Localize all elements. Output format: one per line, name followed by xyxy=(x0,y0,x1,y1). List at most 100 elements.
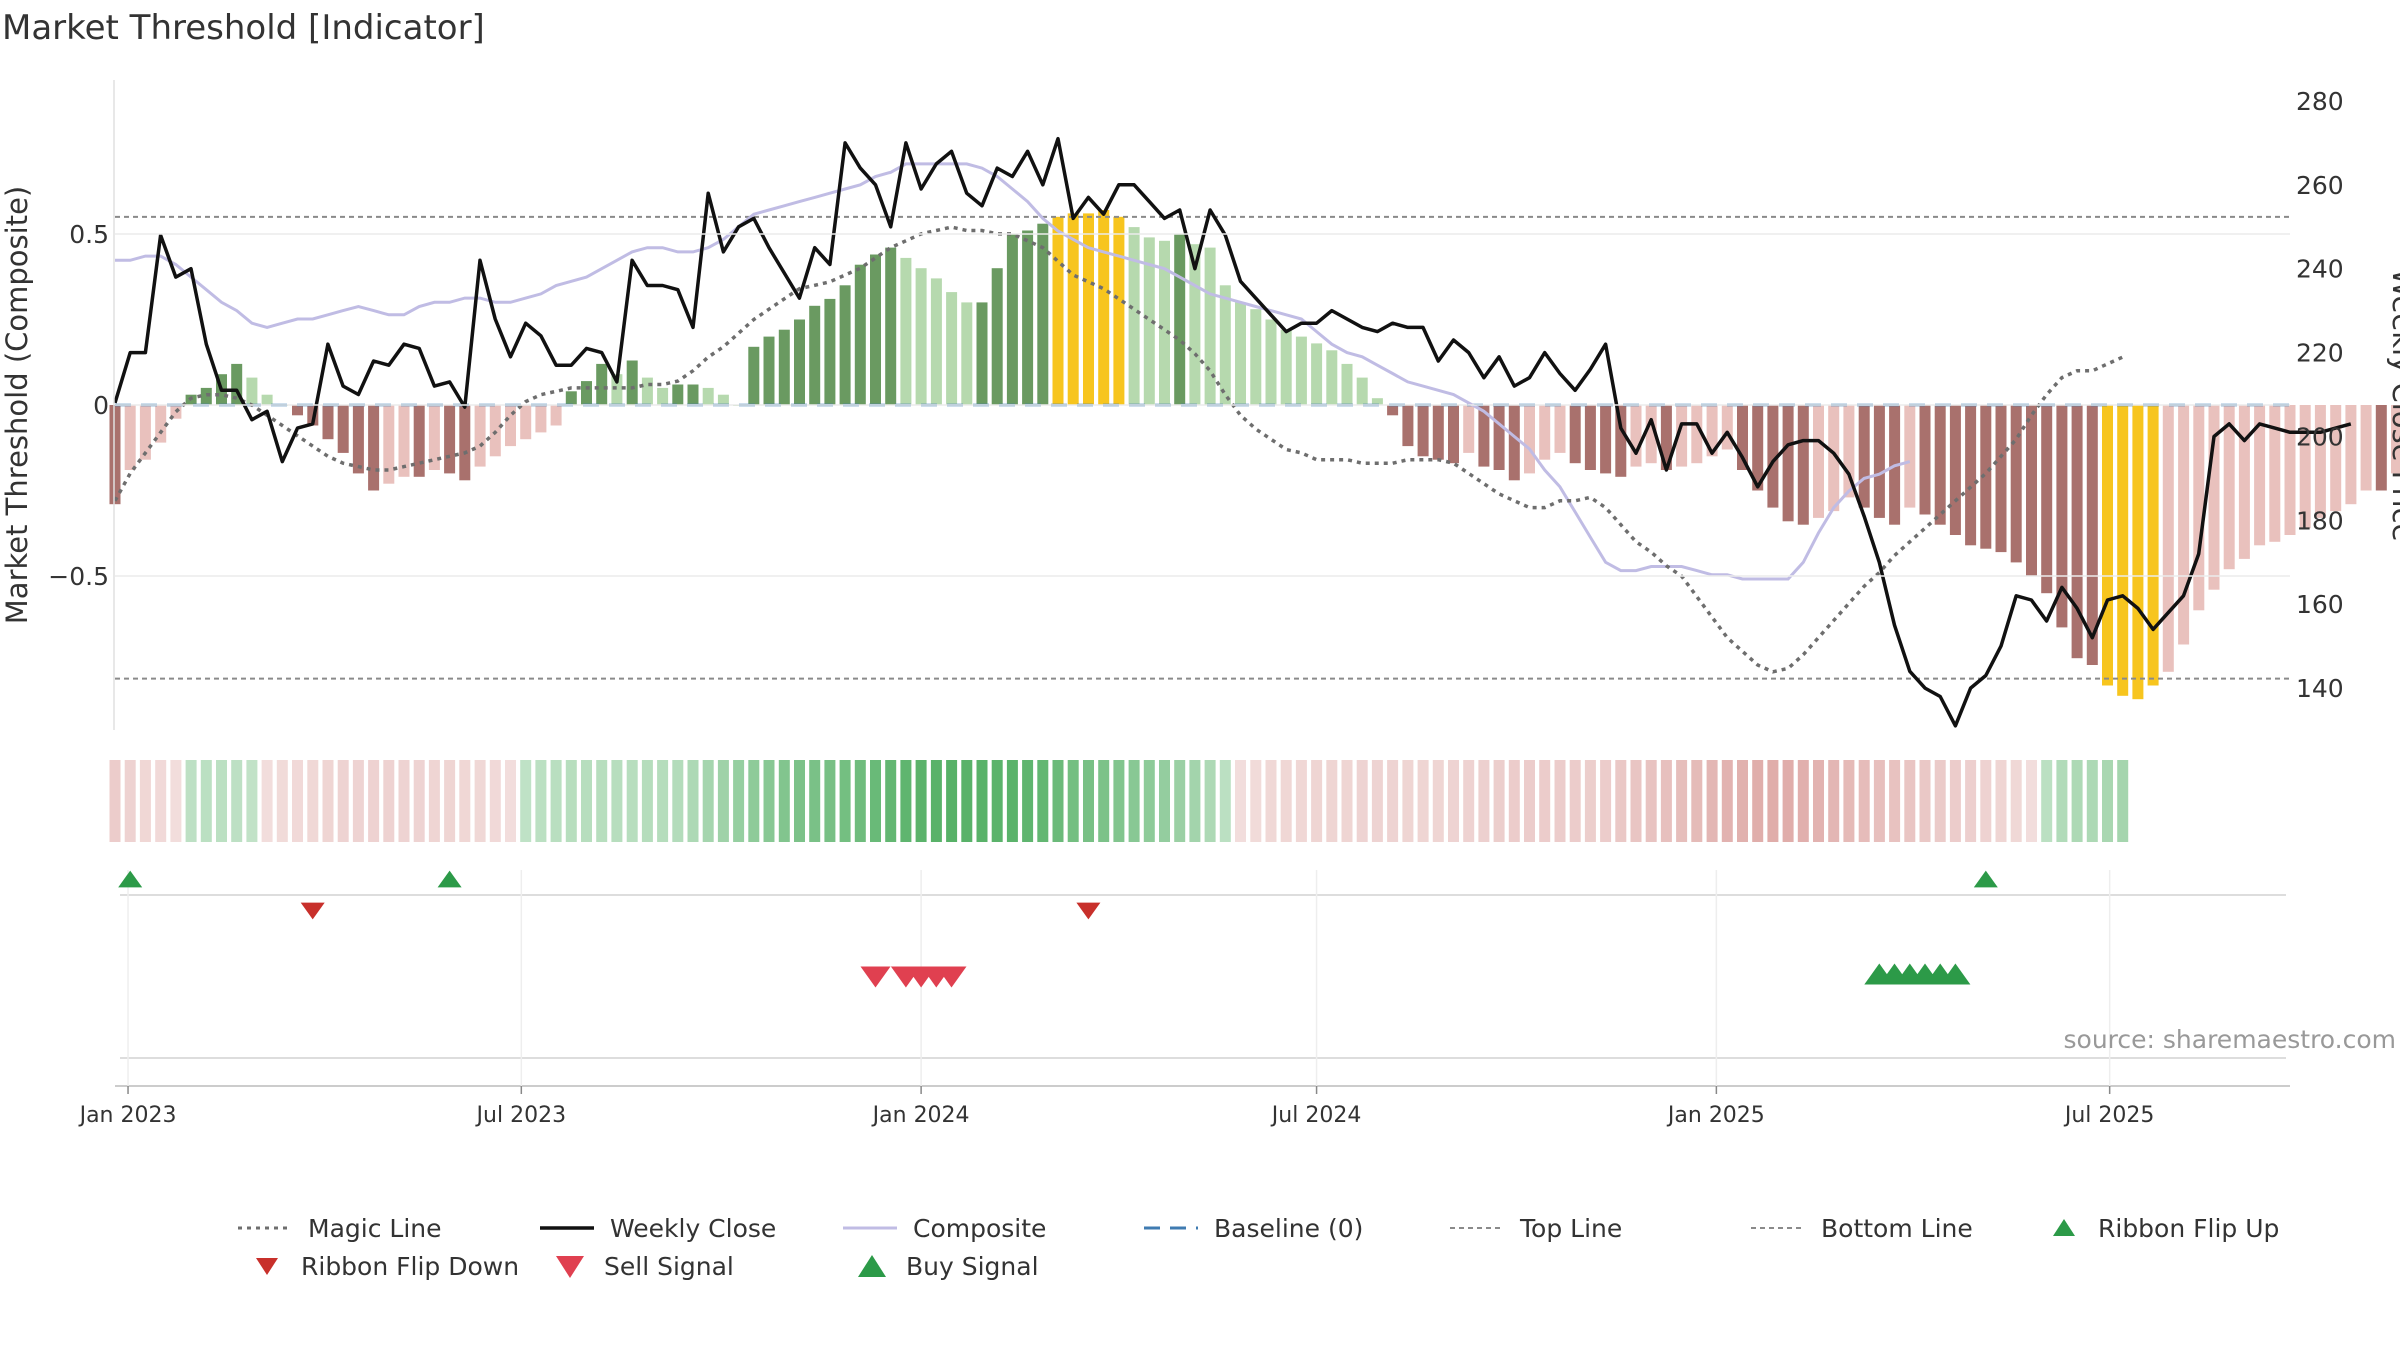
legend-composite: Composite xyxy=(835,1210,1046,1246)
legend-sell-signal-label: Sell Signal xyxy=(604,1251,734,1281)
histogram-bar xyxy=(1965,405,1977,546)
histogram-bar xyxy=(1387,405,1399,416)
ribbon-cell xyxy=(2117,760,2129,842)
ribbon-cell xyxy=(778,760,790,842)
ribbon-cell xyxy=(2102,760,2113,842)
histogram-bar xyxy=(1539,405,1551,460)
histogram-bar xyxy=(1265,319,1277,405)
histogram-bar xyxy=(748,346,760,405)
histogram-bar xyxy=(839,285,851,405)
ribbon-cell xyxy=(702,760,714,842)
ribbon-cell xyxy=(216,760,227,842)
histogram-bar xyxy=(1159,240,1170,405)
ribbon-strip xyxy=(109,760,2129,842)
histogram-bar xyxy=(885,247,897,405)
ribbon-cell xyxy=(1143,760,1155,842)
ribbon-cell xyxy=(1797,760,1809,842)
right-tick-label: 160 xyxy=(2296,590,2344,619)
ribbon-cell xyxy=(626,760,638,842)
histogram-bar xyxy=(687,384,699,405)
histogram-bar xyxy=(1493,405,1505,470)
histogram-bar xyxy=(139,405,151,460)
ribbon-cell xyxy=(839,760,851,842)
ribbon-cell xyxy=(1174,760,1186,842)
histogram-bar xyxy=(1949,405,1961,535)
histogram-bar xyxy=(520,405,532,440)
histogram-bar xyxy=(231,363,243,405)
histogram-bar xyxy=(809,305,821,405)
histogram-bar xyxy=(1037,223,1049,405)
ribbon-cell xyxy=(885,760,897,842)
histogram-bar xyxy=(1934,405,1946,525)
right-axis-title: Weekly Close Price xyxy=(2386,269,2400,542)
histogram-bar xyxy=(626,360,638,405)
histogram-bar xyxy=(1615,405,1627,477)
histogram-bar xyxy=(1219,285,1231,405)
ribbon-cell xyxy=(1371,760,1383,842)
histogram-bar xyxy=(1660,405,1672,470)
indicator-lines xyxy=(113,136,2352,728)
ribbon-cell xyxy=(1873,760,1885,842)
chart-title: Market Threshold [Indicator] xyxy=(2,8,485,48)
ribbon-cell xyxy=(1843,760,1855,842)
ribbon-cell xyxy=(733,760,745,842)
ribbon-flip-down-marker xyxy=(300,902,325,920)
left-tick-label: 0.5 xyxy=(69,220,109,249)
ribbon-flip-up-marker xyxy=(118,870,143,888)
histogram-bar xyxy=(991,268,1003,405)
histogram-bar xyxy=(2299,405,2311,529)
ribbon-cell xyxy=(1356,760,1368,842)
histogram-bar xyxy=(2254,405,2266,546)
ribbon-cell xyxy=(1265,760,1277,842)
histogram-bar xyxy=(717,394,729,405)
ribbon-cell xyxy=(261,760,273,842)
ribbon-flip-up-marker xyxy=(1973,870,1998,888)
ribbon-cell xyxy=(1326,760,1338,842)
ribbon-cell xyxy=(946,760,958,842)
ribbon-cell xyxy=(2026,760,2037,842)
histogram-bar xyxy=(2056,405,2068,628)
histogram-bar xyxy=(322,405,334,440)
histogram-bar xyxy=(1250,309,1262,405)
ribbon-cell xyxy=(231,760,243,842)
ribbon-cell xyxy=(1432,760,1444,842)
histogram-bar xyxy=(1508,405,1520,481)
histogram-bar xyxy=(1904,405,1916,508)
right-tick-label: 260 xyxy=(2296,171,2344,200)
histogram-bar xyxy=(1843,405,1855,498)
histogram-bar xyxy=(2102,405,2113,686)
histogram-bar xyxy=(1828,405,1840,512)
x-tick-label: Jan 2024 xyxy=(871,1103,970,1128)
ribbon-cell xyxy=(1934,760,1946,842)
histogram-bar xyxy=(915,268,927,405)
ribbon-cell xyxy=(854,760,866,842)
ribbon-cell xyxy=(2010,760,2022,842)
histogram-bar xyxy=(1311,343,1323,405)
ribbon-cell xyxy=(915,760,927,842)
legend-buy-signal-label: Buy Signal xyxy=(906,1251,1039,1281)
ribbon-cell xyxy=(2056,760,2068,842)
ribbon-cell xyxy=(1159,760,1170,842)
ribbon-cell xyxy=(398,760,410,842)
histogram-bar xyxy=(1052,216,1064,405)
ribbon-cell xyxy=(170,760,182,842)
histogram-bar xyxy=(1432,405,1444,460)
histogram-bar xyxy=(352,405,364,474)
x-tick-label: Jan 2023 xyxy=(78,1103,177,1128)
histogram-bar xyxy=(1356,377,1368,405)
histogram-bar xyxy=(2360,405,2372,491)
right-tick-label: 240 xyxy=(2296,255,2344,284)
ribbon-cell xyxy=(1189,760,1201,842)
histogram-bar xyxy=(2147,405,2159,686)
ribbon-cell xyxy=(1280,760,1292,842)
ribbon-cell xyxy=(352,760,364,842)
histogram-bar xyxy=(1280,329,1292,405)
ribbon-cell xyxy=(1919,760,1931,842)
ribbon-cell xyxy=(565,760,577,842)
histogram-bar xyxy=(1752,405,1764,491)
legend-weekly-close-label: Weekly Close xyxy=(610,1213,777,1243)
right-tick-label: 180 xyxy=(2296,506,2344,535)
histogram-bar xyxy=(1600,405,1612,474)
histogram-bar xyxy=(657,387,669,405)
